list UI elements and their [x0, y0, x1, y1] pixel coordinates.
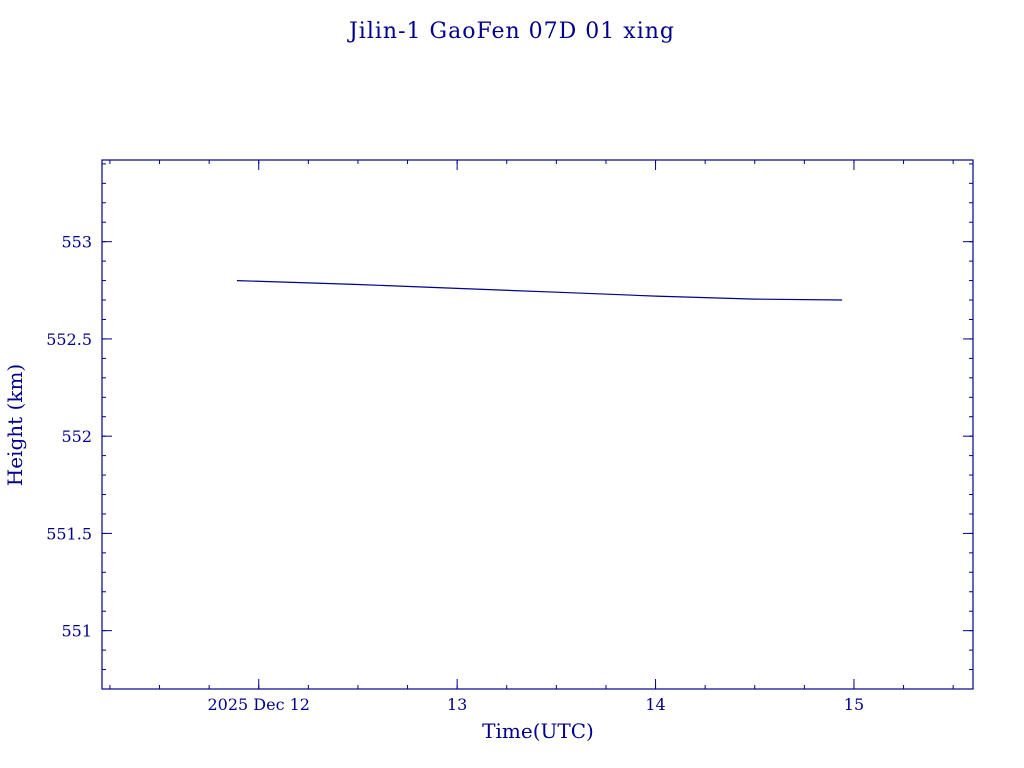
chart-title: Jilin-1 GaoFen 07D 01 xing — [347, 19, 675, 44]
y-tick-label: 552 — [61, 427, 92, 446]
y-minor-ticks — [102, 163, 973, 690]
y-tick-labels: 551 551.5 552 552.5 553 — [46, 233, 92, 641]
series-line — [236, 280, 843, 301]
x-tick-label: 14 — [645, 695, 665, 714]
x-minor-ticks — [109, 160, 954, 689]
x-major-ticks — [258, 160, 855, 689]
x-axis-label: Time(UTC) — [482, 719, 594, 743]
series-group — [236, 280, 843, 301]
y-tick-label: 551 — [61, 622, 92, 641]
x-tick-labels: 2025 Dec 12 13 14 15 — [207, 695, 864, 714]
x-tick-label: 2025 Dec 12 — [207, 695, 310, 714]
y-tick-label: 553 — [61, 233, 92, 252]
x-tick-label: 13 — [447, 695, 467, 714]
plot-frame — [101, 159, 974, 690]
y-axis-label: Height (km) — [3, 364, 27, 486]
x-tick-label: 15 — [844, 695, 864, 714]
y-tick-label: 552.5 — [46, 330, 92, 349]
y-tick-label: 551.5 — [46, 524, 92, 543]
y-major-ticks — [102, 241, 973, 632]
